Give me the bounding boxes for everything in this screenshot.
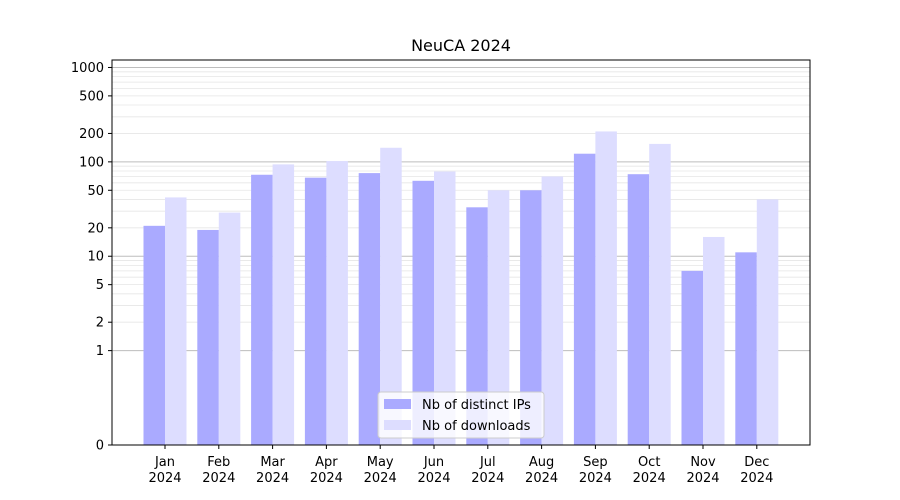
x-tick-label-year: 2024 (202, 471, 235, 486)
bar-distinct-ips (358, 173, 381, 446)
bar-downloads (595, 131, 617, 445)
x-tick-label-month: Feb (207, 455, 230, 470)
bar-distinct-ips (251, 174, 273, 445)
x-tick-label-month: Aug (529, 455, 554, 470)
bar-distinct-ips (466, 207, 488, 445)
y-tick-label: 50 (87, 184, 104, 199)
x-tick-label-month: Nov (690, 455, 716, 470)
x-tick-label-month: Apr (315, 455, 338, 470)
bar-distinct-ips (735, 252, 757, 445)
bar-distinct-ips (304, 177, 327, 446)
bar-downloads (649, 143, 671, 445)
chart-title: NeuCA 2024 (411, 36, 511, 55)
bar-downloads (487, 190, 510, 445)
x-tick-label-year: 2024 (525, 471, 558, 486)
x-axis: Jan2024Feb2024Mar2024Apr2024May2024Jun20… (148, 445, 773, 486)
bar-downloads (165, 197, 187, 445)
x-tick-label-year: 2024 (417, 471, 450, 486)
bars (143, 131, 779, 446)
x-tick-label-year: 2024 (364, 471, 397, 486)
legend-swatch (384, 399, 411, 409)
y-tick-label: 10 (87, 250, 104, 265)
bar-downloads (434, 171, 456, 445)
y-tick-label: 100 (79, 155, 104, 170)
x-tick-label-month: May (367, 455, 394, 470)
bar-downloads (756, 199, 779, 445)
bar-downloads (703, 236, 725, 445)
x-tick-label-year: 2024 (256, 471, 289, 486)
bar-distinct-ips (197, 229, 219, 445)
bar-downloads (218, 212, 241, 445)
bar-distinct-ips (627, 174, 650, 445)
legend-label: Nb of distinct IPs (422, 398, 531, 413)
y-axis: 0 1 2 5 10 20 50 100 200 500 1000 (71, 61, 112, 454)
bar-downloads (541, 176, 564, 445)
x-tick-label-year: 2024 (686, 471, 719, 486)
x-tick-label-year: 2024 (471, 471, 504, 486)
y-tick-label: 20 (87, 221, 104, 236)
legend-box (377, 391, 545, 439)
y-tick-label: 5 (96, 278, 104, 293)
x-tick-label-year: 2024 (740, 471, 773, 486)
bar-distinct-ips (520, 190, 542, 445)
y-tick-label: 1000 (71, 61, 104, 76)
y-tick-label: 1 (96, 344, 104, 359)
bar-distinct-ips (681, 270, 703, 445)
x-tick-label-month: Jun (423, 455, 444, 470)
legend-label: Nb of downloads (422, 419, 531, 434)
legend-swatch (384, 420, 411, 430)
bar-downloads (326, 161, 348, 445)
legend: Nb of distinct IPs Nb of downloads (377, 391, 545, 439)
x-tick-label-month: Sep (583, 455, 608, 470)
bar-distinct-ips (573, 153, 596, 445)
bar-distinct-ips (143, 225, 165, 445)
y-tick-label: 2 (96, 316, 104, 331)
y-tick-label: 0 (96, 439, 104, 454)
x-tick-label-month: Oct (638, 455, 660, 470)
bar-downloads (272, 164, 295, 446)
bar-downloads (380, 147, 402, 445)
x-tick-label-year: 2024 (310, 471, 343, 486)
x-tick-label-month: Mar (260, 455, 285, 470)
x-tick-label-year: 2024 (148, 471, 181, 486)
y-tick-label: 500 (79, 89, 104, 104)
x-tick-label-year: 2024 (633, 471, 666, 486)
plot-frame (111, 59, 811, 446)
x-tick-label-month: Jul (479, 455, 496, 470)
x-tick-label-month: Dec (744, 455, 769, 470)
x-tick-label-year: 2024 (579, 471, 612, 486)
x-tick-label-month: Jan (154, 455, 175, 470)
bar-distinct-ips (412, 180, 434, 445)
y-tick-label: 200 (79, 127, 104, 142)
